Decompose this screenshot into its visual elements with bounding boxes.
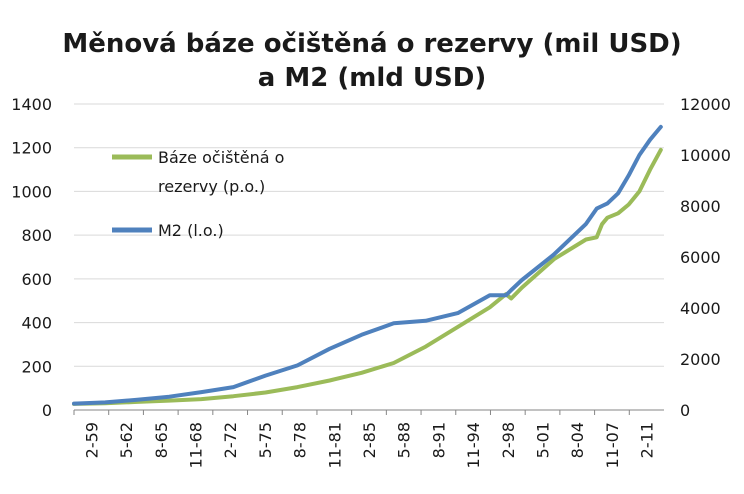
x-tick-label: 11-07 [603, 422, 622, 469]
x-tick-label: 2-59 [82, 422, 101, 458]
left-tick-label: 1000 [11, 182, 52, 201]
chart-title-line-1: Měnová báze očištěná o rezervy (mil USD) [62, 29, 681, 59]
series-line-m2 [72, 124, 663, 406]
right-tick-label: 12000 [680, 95, 731, 114]
legend-label-m2: M2 (l.o.) [158, 221, 224, 240]
series-layer [72, 124, 663, 406]
x-tick-label: 2-11 [638, 422, 657, 458]
right-axis: 0 2000 4000 6000 8000 10000 12000 [680, 95, 731, 420]
legend-label-base-line-2: rezervy (p.o.) [158, 177, 265, 196]
x-tick-label: 2-72 [221, 422, 240, 458]
x-tick-label: 11-94 [464, 422, 483, 469]
legend-label-base-line-1: Báze očištěná o [158, 148, 284, 167]
x-tick-label: 2-98 [499, 422, 518, 458]
right-tick-label: 10000 [680, 146, 731, 165]
left-tick-label: 0 [42, 401, 52, 420]
right-tick-label: 2000 [680, 350, 721, 369]
left-tick-label: 200 [21, 357, 52, 376]
left-tick-label: 1200 [11, 139, 52, 158]
x-tick-label: 11-81 [325, 422, 344, 469]
x-tick-label: 5-01 [534, 422, 553, 458]
right-tick-label: 6000 [680, 248, 721, 267]
x-tick-label: 5-88 [395, 422, 414, 458]
x-tick-label: 11-68 [186, 422, 205, 469]
left-tick-label: 1400 [11, 95, 52, 114]
gridlines [74, 103, 664, 411]
right-tick-label: 4000 [680, 299, 721, 318]
x-tick-label: 8-65 [152, 422, 171, 458]
x-axis: 2-59 5-62 8-65 11-68 2-72 5-75 8-78 11-81 2-85 5-… [73, 409, 664, 469]
series-line-base [72, 147, 663, 406]
left-tick-label: 800 [21, 226, 52, 245]
x-tick-label: 8-78 [291, 422, 310, 458]
left-tick-label: 600 [21, 270, 52, 289]
left-axis: 0 200 400 600 800 1000 1200 1400 [11, 95, 52, 420]
chart-title: Měnová báze očištěná o rezervy (mil USD)… [62, 29, 681, 93]
x-tick-label: 2-85 [360, 422, 379, 458]
x-tick-label: 5-75 [256, 422, 275, 458]
x-tick-label: 8-04 [568, 422, 587, 458]
x-tick-label: 8-91 [429, 422, 448, 458]
right-tick-label: 8000 [680, 197, 721, 216]
right-tick-label: 0 [680, 401, 690, 420]
x-tick-label: 5-62 [117, 422, 136, 458]
left-tick-label: 400 [21, 314, 52, 333]
chart-title-line-2: a M2 (mld USD) [258, 63, 486, 93]
legend: Báze očištěná o rezervy (p.o.) M2 (l.o.) [112, 148, 284, 240]
